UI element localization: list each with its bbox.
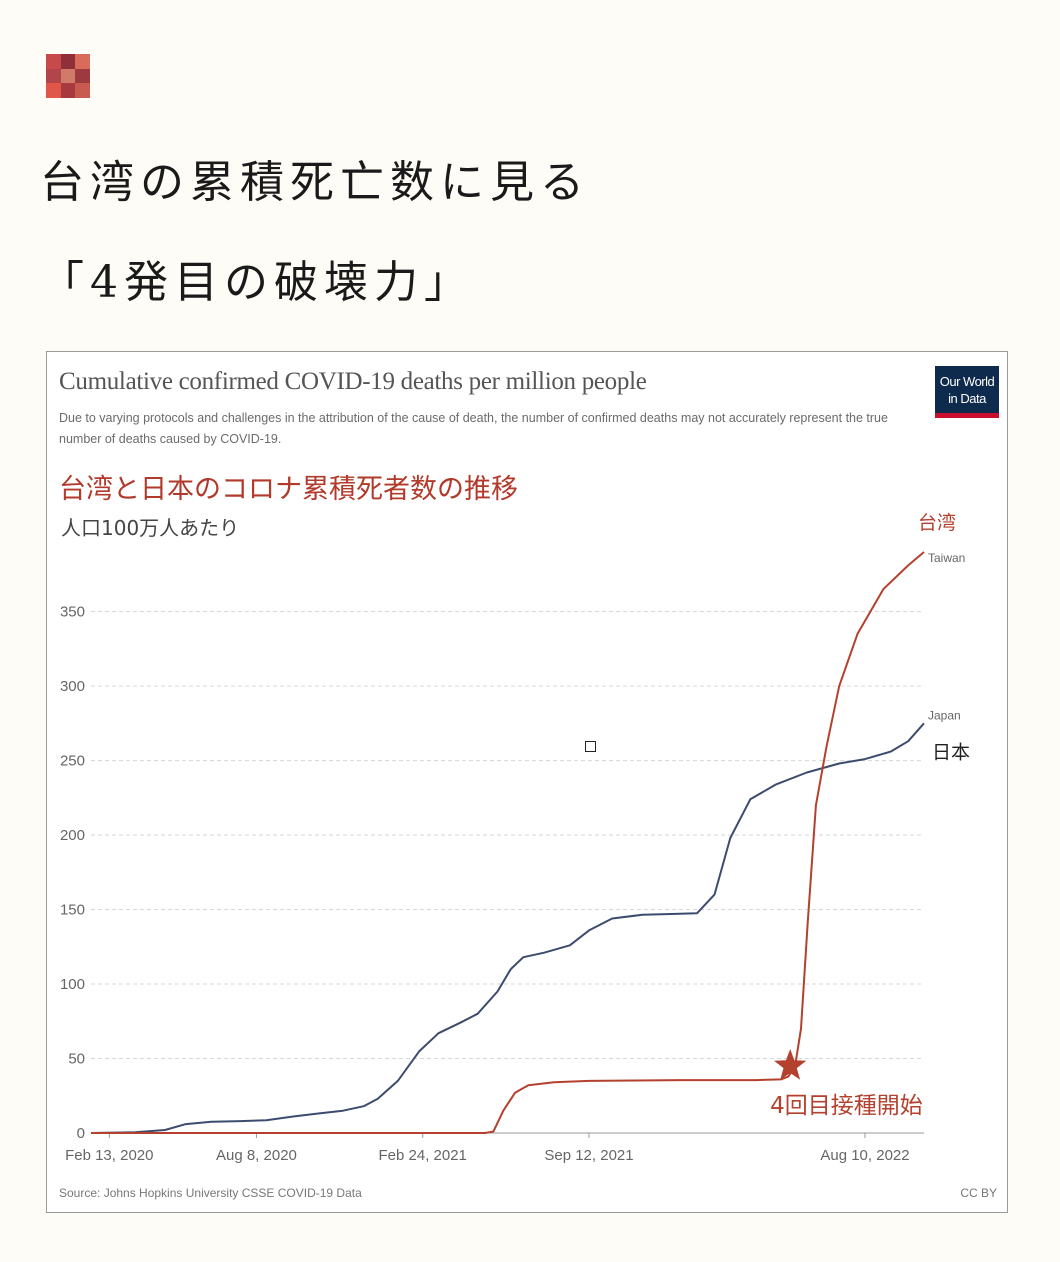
series-label-japan: Japan [928, 708, 961, 722]
license-note[interactable]: CC BY [960, 1186, 997, 1200]
star-icon [774, 1049, 807, 1080]
logo-tile [46, 54, 61, 69]
line-chart: 0 50 100 150 200 250 300 350 Feb 13, 2020 Aug 8, … [60, 512, 970, 1164]
source-note[interactable]: Source: Johns Hopkins University CSSE CO… [59, 1186, 362, 1200]
owid-logo-line2: in Data [948, 391, 986, 406]
logo-tile [60, 68, 76, 84]
chart-card: Cumulative confirmed COVID-19 deaths per… [46, 351, 1008, 1213]
y-tick-label: 300 [60, 678, 85, 695]
y-tick-label: 100 [60, 976, 85, 993]
x-tick-label: Sep 12, 2021 [544, 1147, 633, 1164]
logo-tile [75, 54, 90, 69]
chart-title: Cumulative confirmed COVID-19 deaths per… [59, 368, 647, 395]
site-logo [46, 54, 90, 98]
x-tick-label: Aug 8, 2020 [216, 1147, 297, 1164]
y-tick-label: 250 [60, 753, 85, 770]
y-tick-label: 0 [77, 1125, 85, 1142]
logo-tile [75, 68, 90, 84]
logo-tile [60, 83, 76, 98]
chart-subtitle: Due to varying protocols and challenges … [59, 411, 888, 446]
series-line-taiwan [91, 551, 925, 1134]
x-tick-label: Feb 24, 2021 [379, 1147, 467, 1164]
jp-chart-title: 台湾と日本のコロナ累積死者数の推移 [59, 474, 518, 505]
owid-logo-line1: Our World [939, 374, 995, 389]
y-tick-label: 200 [60, 827, 85, 844]
headline-line-2: 「4発目の破壊力」 [40, 257, 474, 308]
x-tick-label: Feb 13, 2020 [65, 1147, 153, 1164]
owid-logo[interactable]: Our World in Data [935, 366, 999, 418]
x-tick-label: Aug 10, 2022 [820, 1147, 909, 1164]
mouse-cursor-marker [585, 741, 596, 752]
y-tick-label: 150 [60, 902, 85, 919]
y-tick-label: 350 [60, 604, 85, 621]
series-label-taiwan: Taiwan [928, 551, 965, 565]
series-line-japan [90, 722, 925, 1134]
annotation-japan: 日本 [932, 741, 970, 763]
jp-chart-subtitle: 人口100万人あたり [61, 516, 240, 540]
annotation-taiwan: 台湾 [918, 512, 956, 534]
logo-tile [60, 54, 76, 69]
headline-line-1: 台湾の累積死亡数に見る [40, 157, 590, 208]
annotation-booster-start: 4回目接種開始 [770, 1093, 923, 1119]
y-tick-label: 50 [68, 1051, 85, 1068]
logo-tile [46, 83, 61, 98]
logo-tile [46, 68, 61, 84]
logo-tile [75, 83, 90, 98]
